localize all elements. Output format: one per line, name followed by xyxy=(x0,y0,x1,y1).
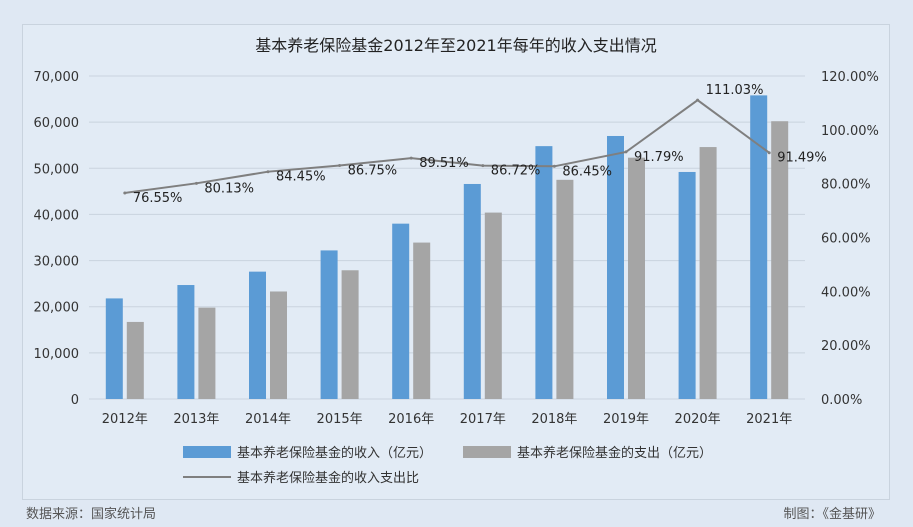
source-note: 数据来源：国家统计局 xyxy=(26,507,157,522)
x-tick-label: 2016年 xyxy=(388,412,434,427)
ratio-point xyxy=(123,191,127,195)
legend-income-label: 基本养老保险基金的收入（亿元） xyxy=(237,445,432,461)
y-left-tick-label: 50,000 xyxy=(34,162,80,177)
income-bar xyxy=(678,171,696,399)
ratio-data-label: 76.55% xyxy=(133,191,183,206)
expense-bar xyxy=(198,307,216,399)
x-tick-label: 2018年 xyxy=(531,412,577,427)
ratio-point xyxy=(552,164,556,168)
y-right-tick-label: 20.00% xyxy=(821,339,871,354)
income-bar xyxy=(750,95,768,399)
income-bar xyxy=(105,298,123,399)
ratio-data-label: 84.45% xyxy=(276,170,326,185)
ratio-line xyxy=(124,98,770,194)
chart-svg: 基本养老保险基金2012年至2021年每年的收入支出情况 0 10,000 20,00… xyxy=(34,36,879,486)
y-right-tick-label: 60.00% xyxy=(821,232,871,247)
x-tick-label: 2021年 xyxy=(746,412,792,427)
expense-bar xyxy=(270,291,287,399)
x-tick-label: 2013年 xyxy=(173,412,219,427)
income-bar xyxy=(177,285,195,399)
x-tick-label: 2019年 xyxy=(603,412,649,427)
y-left-tick-label: 40,000 xyxy=(34,208,80,223)
credit-note: 制图：《金基研》 xyxy=(783,507,881,522)
ratio-point xyxy=(696,98,700,102)
ratio-point xyxy=(409,156,413,160)
y-left-tick-label: 10,000 xyxy=(34,347,80,362)
y-left-tick-label: 30,000 xyxy=(34,255,80,270)
y-left-tick-label: 70,000 xyxy=(34,70,80,85)
ratio-data-label: 89.51% xyxy=(419,156,469,171)
y-right-tick-label: 0.00% xyxy=(821,393,862,408)
ratio-data-label: 111.03% xyxy=(706,83,764,98)
x-tick-label: 2012年 xyxy=(102,412,148,427)
expense-bar xyxy=(771,121,789,399)
y-right-tick-label: 100.00% xyxy=(821,124,879,139)
ratio-point xyxy=(338,163,342,167)
ratio-data-label: 86.45% xyxy=(562,164,612,179)
y-left-tick-label: 20,000 xyxy=(34,301,80,316)
ratio-data-label: 91.49% xyxy=(777,151,827,166)
expense-bar xyxy=(484,212,502,399)
y-left-tick-label: 60,000 xyxy=(34,116,80,131)
ratio-point xyxy=(624,150,628,154)
expense-bar xyxy=(413,242,431,399)
y-right-tick-label: 80.00% xyxy=(821,178,871,193)
y-left-tick-label: 0 xyxy=(71,393,79,408)
expense-bar xyxy=(556,179,574,399)
ratio-data-label: 91.79% xyxy=(634,150,684,165)
income-bar xyxy=(249,271,266,399)
ratio-point xyxy=(194,181,198,185)
legend-expense-label: 基本养老保险基金的支出（亿元） xyxy=(517,445,712,461)
legend-income-swatch xyxy=(183,446,231,458)
legend-expense-swatch xyxy=(463,446,511,458)
chart-panel: 基本养老保险基金2012年至2021年每年的收入支出情况 0 10,000 20,00… xyxy=(22,24,890,500)
income-bar xyxy=(320,250,338,399)
chart-title: 基本养老保险基金2012年至2021年每年的收入支出情况 xyxy=(255,36,656,55)
expense-bar xyxy=(126,321,144,399)
x-tick-label: 2015年 xyxy=(317,412,363,427)
expense-bar xyxy=(341,270,359,399)
ratio-point xyxy=(481,164,485,168)
legend-ratio-label: 基本养老保险基金的收入支出比 xyxy=(237,470,419,486)
ratio-data-label: 86.75% xyxy=(348,163,398,178)
x-tick-label: 2014年 xyxy=(245,412,291,427)
y-right-tick-label: 40.00% xyxy=(821,285,871,300)
ratio-point xyxy=(266,170,270,174)
ratio-point xyxy=(767,151,771,155)
ratio-data-label: 80.13% xyxy=(204,181,254,196)
x-tick-label: 2020年 xyxy=(675,412,721,427)
x-tick-label: 2017年 xyxy=(460,412,506,427)
ratio-data-label: 86.72% xyxy=(491,164,541,179)
income-bar xyxy=(607,135,624,399)
expense-bar xyxy=(699,147,717,399)
income-bar xyxy=(535,146,553,399)
income-bar xyxy=(392,223,410,399)
income-bar xyxy=(463,183,481,399)
y-right-tick-label: 120.00% xyxy=(821,70,879,85)
expense-bar xyxy=(628,157,645,399)
